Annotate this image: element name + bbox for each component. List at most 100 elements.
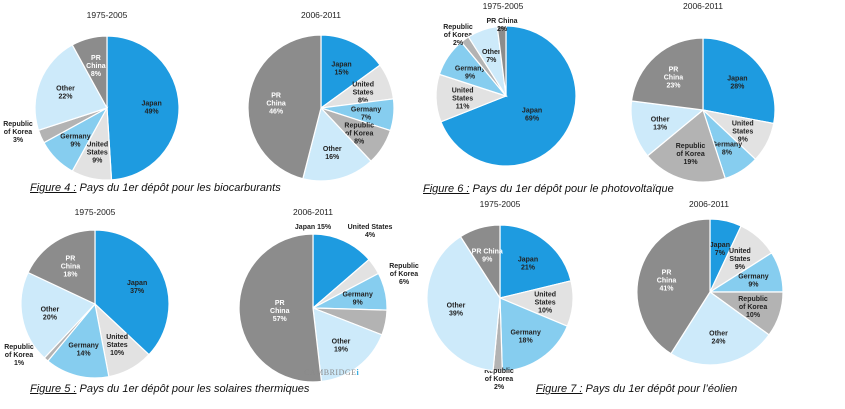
pie-label-united-states: United States 9% <box>729 248 751 271</box>
pie-label-germany-line: Germany <box>68 342 98 349</box>
pie-label-other-line: 13% <box>653 124 668 131</box>
pie-label-pr-china: PR China 8% <box>86 55 106 78</box>
pie-label-pr-china-line: 18% <box>63 271 78 278</box>
pie-label-pr-china-line: 9% <box>482 257 493 264</box>
caption-figure-7: Figure 7 : Pays du 1er dépôt pour l’éoli… <box>536 383 737 395</box>
pie-label-republic-of-korea-line: of Korea <box>485 376 514 383</box>
pie-label-other-line: Other <box>323 146 342 153</box>
pie-label-republic-of-korea-line: 3% <box>13 137 24 144</box>
pie-label-germany-line: Germany <box>738 273 768 280</box>
pie-label-japan-line: Japan <box>127 280 147 287</box>
pie-label-pr-china-line: China <box>657 277 677 284</box>
pie-label-japan: Japan 7% <box>710 242 730 257</box>
pie-label-japan: Japan 49% <box>142 101 162 116</box>
pie-slice-other <box>20 271 97 359</box>
pie-label-republic-of-korea-line: 2% <box>453 40 464 47</box>
pie-period-title: 2006-2011 <box>689 199 729 209</box>
pie-label-other-line: 7% <box>486 57 497 64</box>
caption-figure-4-text: Pays du 1er dépôt pour les biocarburants <box>76 182 281 194</box>
pie-label-germany-line: Germany <box>510 329 540 336</box>
pie-label-germany-line: 14% <box>77 350 92 357</box>
pie-label-pr-china-line: China <box>61 263 81 270</box>
pie-label-germany: Germany 14% <box>68 342 98 357</box>
pie-label-republic-of-korea-line: of Korea <box>676 151 705 158</box>
pie-label-united-states: United States 11% <box>452 87 474 110</box>
pie-label-japan-line: Japan <box>142 101 162 108</box>
pie-slice-pr-china <box>630 37 704 111</box>
pie-slice-pr-china <box>459 224 501 301</box>
pie-label-other: Other 22% <box>56 86 75 101</box>
pie-label-other-line: 16% <box>325 154 340 161</box>
pie-label-republic-of-korea-line: Republic <box>443 24 473 31</box>
pie-label-united-states-line: States <box>452 95 473 102</box>
pie-label-japan-line: 28% <box>730 84 745 91</box>
pie-label-japan-line: 49% <box>145 109 160 116</box>
pie-label-united-states-line: United <box>729 248 751 255</box>
pie-chart-fig6a: 1975-2005 Japan 69% United States 11% Germany 9… <box>435 1 577 167</box>
caption-figure-4-label: Figure 4 : <box>30 182 77 194</box>
pie-label-germany-line: 9% <box>353 300 364 307</box>
pie-label-other-line: 39% <box>449 311 464 318</box>
pie-slice-japan <box>702 37 776 125</box>
pie-label-republic-of-korea-line: Republic <box>3 121 33 128</box>
pie-label-republic-of-korea-line: 1% <box>14 360 25 367</box>
pie-slice-japan <box>94 229 170 356</box>
pie-slice-pr-china <box>247 34 322 180</box>
pie-label-other: Other 13% <box>651 116 670 131</box>
pie-label-pr-china: PR China 41% <box>657 269 677 292</box>
pie-label-other-line: Other <box>56 86 75 93</box>
pie-label-pr-china: PR China 57% <box>270 300 290 323</box>
pie-label-united-states-line: United <box>106 334 128 341</box>
caption-figure-5-text: Pays du 1er dépôt pour les solaires ther… <box>76 383 310 395</box>
pie-slice-other <box>630 100 705 157</box>
pie-label-pr-china-line: China <box>270 308 290 315</box>
pie-slice-republic-of-korea <box>646 108 727 183</box>
caption-figure-4: Figure 4 : Pays du 1er dépôt pour les bi… <box>30 182 281 194</box>
pie-label-pr-china: PR China 46% <box>266 92 286 115</box>
pie-period-title: 2006-2011 <box>293 207 333 217</box>
pie-label-united-states-line: United <box>534 292 556 299</box>
pie-label-other: Other 7% <box>482 49 501 64</box>
pie-label-republic-of-korea-line: Republic <box>4 344 34 351</box>
pie-label-japan-line: 37% <box>130 288 145 295</box>
pie-label-united-states-line: 9% <box>735 264 746 271</box>
pie-label-japan: Japan 15% <box>295 224 332 231</box>
pie-period-title: 2006-2011 <box>301 10 341 20</box>
pie-label-pr-china: PR China 18% <box>61 255 81 278</box>
pie-label-united-states-line: States <box>107 342 128 349</box>
pie-slice-pr-china <box>496 25 507 97</box>
pie-label-republic-of-korea-line: Republic <box>344 122 374 129</box>
pie-label-germany-line: Germany <box>351 106 381 113</box>
pie-label-united-states-line: 9% <box>92 158 103 165</box>
pie-period-title: 1975-2005 <box>480 199 521 209</box>
pie-label-japan-line: Japan 15% <box>295 224 332 231</box>
pie-label-japan: Japan 37% <box>127 280 147 295</box>
pie-label-united-states-line: 4% <box>365 232 376 239</box>
pie-label-pr-china-line: 41% <box>660 285 675 292</box>
pie-label-other: Other 39% <box>447 303 466 318</box>
pie-slice-pr-china <box>636 218 711 355</box>
pie-label-republic-of-korea-line: 8% <box>354 138 365 145</box>
pie-slice-other <box>670 291 770 366</box>
pie-label-other: Other 19% <box>332 338 351 353</box>
pie-label-republic-of-korea: Republic of Korea 3% <box>3 121 33 144</box>
pie-label-japan-line: Japan <box>331 62 351 69</box>
pie-label-other-line: Other <box>447 303 466 310</box>
pie-slice-other <box>312 307 383 383</box>
pie-label-united-states: United States 10% <box>534 292 556 315</box>
pie-label-united-states: United States 10% <box>106 334 128 357</box>
pie-label-pr-china: PR China 23% <box>664 67 684 90</box>
pie-label-germany: Germany 9% <box>60 134 90 149</box>
pie-chart-fig6b: 2006-2011 Japan 28% United States 9%Germany 8%… <box>630 1 776 183</box>
pie-label-united-states: United States 8% <box>352 81 374 104</box>
pie-label-united-states-line: United States <box>348 224 393 231</box>
pie-label-united-states: United States 9% <box>732 120 754 143</box>
caption-figure-7-text: Pays du 1er dépôt pour l’éolien <box>582 383 738 395</box>
pie-label-japan: Japan 15% <box>331 62 351 77</box>
pie-label-republic-of-korea-line: Republic <box>484 368 514 375</box>
pie-label-germany: Germany 9% <box>455 66 485 81</box>
pie-label-japan-line: 7% <box>715 250 726 257</box>
pie-label-united-states-line: United <box>352 81 374 88</box>
